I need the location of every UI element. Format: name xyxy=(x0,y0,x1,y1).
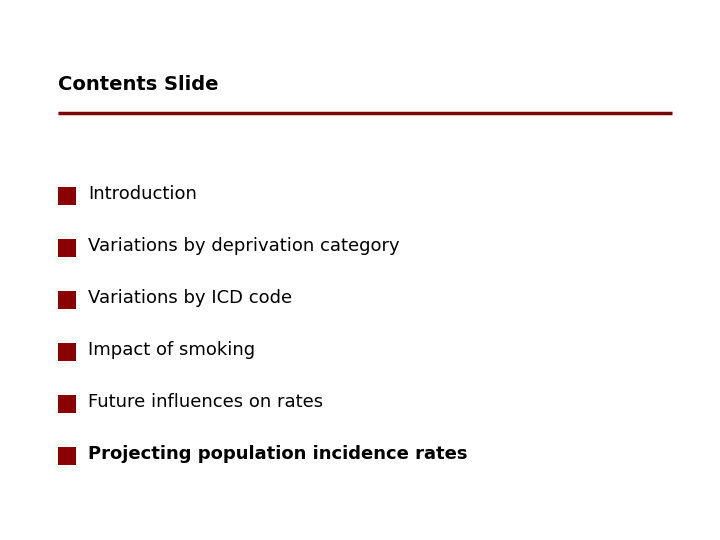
Text: Future influences on rates: Future influences on rates xyxy=(88,393,323,411)
Bar xyxy=(58,447,76,465)
Bar xyxy=(58,291,76,309)
Text: Impact of smoking: Impact of smoking xyxy=(88,341,255,359)
Text: Variations by ICD code: Variations by ICD code xyxy=(88,289,292,307)
Bar xyxy=(58,239,76,257)
Text: Introduction: Introduction xyxy=(88,185,197,203)
Text: Projecting population incidence rates: Projecting population incidence rates xyxy=(88,445,467,463)
Bar xyxy=(58,187,76,205)
Bar xyxy=(58,395,76,413)
Bar xyxy=(58,343,76,361)
Text: Variations by deprivation category: Variations by deprivation category xyxy=(88,237,400,255)
Text: Contents Slide: Contents Slide xyxy=(58,75,218,94)
